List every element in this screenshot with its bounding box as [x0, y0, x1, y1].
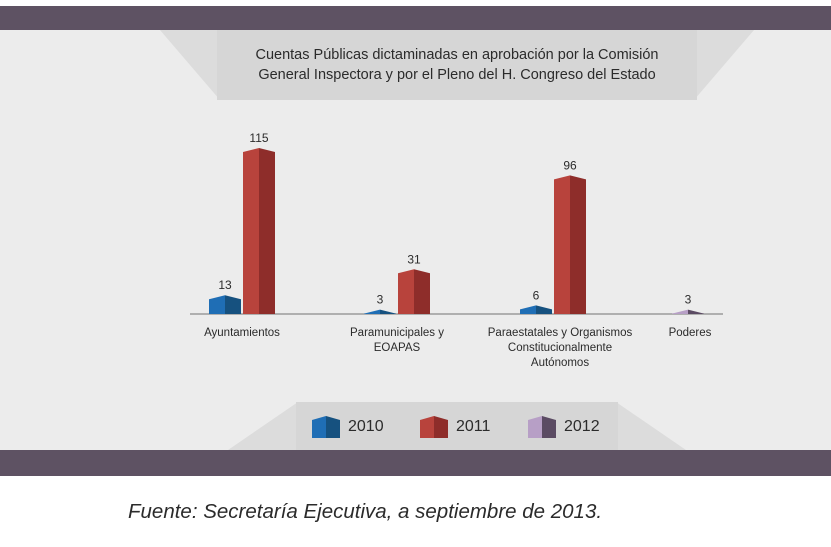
category-label-line: Constitucionalmente: [507, 342, 613, 354]
bar-side-2010-1: [380, 309, 396, 314]
data-label-2011-1: 31: [407, 252, 421, 266]
bar-side-2012-3: [688, 309, 704, 314]
category-label-line: Ayuntamientos: [204, 327, 280, 339]
bar-2011-1: [398, 269, 414, 314]
legend-label-2012: 2012: [564, 418, 600, 435]
legend-left-wing: [228, 402, 298, 450]
legend-label-2011: 2011: [456, 418, 491, 435]
legend-swatch-2011: [420, 416, 448, 438]
bar-side-2010-2: [536, 305, 552, 314]
source-note: Fuente: Secretaría Ejecutiva, a septiemb…: [128, 500, 603, 523]
chart-title-box: Cuentas Públicas dictaminadas en aprobac…: [217, 30, 697, 100]
category-label-line: Paramunicipales y: [350, 327, 444, 339]
legend-item-2010: 2010: [312, 416, 384, 438]
bar-2010-1: [364, 309, 380, 314]
category-label-line: Autónomos: [530, 357, 590, 369]
category-label-paraestatales: Paraestatales y Organismos Constituciona…: [475, 326, 645, 371]
legend-item-2012: 2012: [528, 416, 600, 438]
legend-swatch-2010: [312, 416, 340, 438]
category-label-line: Paraestatales y Organismos: [487, 327, 633, 339]
bar-2010-0: [209, 295, 225, 314]
category-label-paramunicipales: Paramunicipales y EOAPAS: [312, 326, 482, 356]
bar-2011-2: [554, 175, 570, 314]
bar-2011-0: [243, 148, 259, 314]
legend-label-2010: 2010: [348, 418, 384, 435]
data-label-2011-2: 96: [563, 158, 577, 172]
category-label-line: EOAPAS: [373, 342, 421, 354]
data-label-2010-2: 6: [533, 288, 540, 302]
legend-right-wing: [616, 402, 686, 450]
title-right-wing: [694, 30, 754, 100]
category-label-line: Poderes: [668, 327, 712, 339]
bottom-frame-bar: [0, 450, 831, 476]
bar-side-2011-2: [570, 175, 586, 314]
legend-swatch-2012: [528, 416, 556, 438]
legend: 2010 2011 2012: [296, 402, 618, 450]
bar-2012-3: [672, 309, 688, 314]
data-label-2010-1: 3: [377, 293, 384, 307]
chart-title-line-2: General Inspectora y por el Pleno del H.…: [258, 67, 656, 83]
data-label-2010-0: 13: [218, 278, 232, 292]
legend-item-2011: 2011: [420, 416, 490, 438]
chart-title: Cuentas Públicas dictaminadas en aprobac…: [222, 45, 692, 85]
bar-2010-2: [520, 305, 536, 314]
category-label-poderes: Poderes: [605, 326, 775, 341]
bar-side-2011-1: [414, 269, 430, 314]
chart-title-line-1: Cuentas Públicas dictaminadas en aprobac…: [255, 47, 659, 63]
bar-side-2010-0: [225, 295, 241, 314]
data-label-2011-0: 115: [249, 131, 268, 145]
chart-panel: [0, 30, 831, 450]
bar-side-2011-0: [259, 148, 275, 314]
top-frame-bar: [0, 6, 831, 30]
category-label-ayuntamientos: Ayuntamientos: [157, 326, 327, 341]
title-left-wing: [160, 30, 220, 100]
data-label-2012-3: 3: [685, 293, 692, 307]
